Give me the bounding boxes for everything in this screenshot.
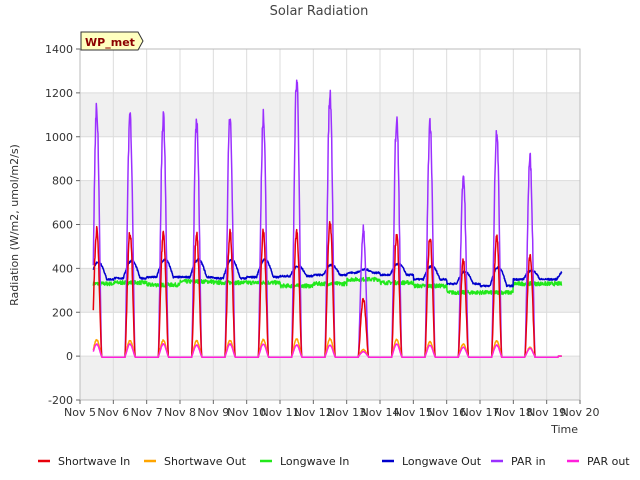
x-tick-label: Nov 18 xyxy=(494,406,533,419)
x-tick-label: Nov 20 xyxy=(561,406,600,419)
legend-label: Shortwave Out xyxy=(164,455,247,468)
legend-label: Longwave In xyxy=(280,455,349,468)
y-tick-label: -200 xyxy=(48,394,73,407)
x-tick-label: Nov 15 xyxy=(394,406,433,419)
legend-label: PAR in xyxy=(511,455,546,468)
y-tick-label: 1400 xyxy=(45,43,73,56)
plot-band xyxy=(80,180,580,225)
y-axis-label: Radiation (W/m2, umol/m2/s) xyxy=(8,144,21,306)
y-tick-label: 0 xyxy=(66,350,73,363)
plot-band xyxy=(80,356,580,400)
legend-item: PAR in xyxy=(491,455,546,468)
x-tick-label: Nov 17 xyxy=(461,406,500,419)
x-tick-label: Nov 6 xyxy=(97,406,129,419)
legend-item: Shortwave In xyxy=(38,455,130,468)
x-tick-label: Nov 9 xyxy=(197,406,229,419)
legend-item: PAR out xyxy=(567,455,630,468)
y-tick-label: 200 xyxy=(52,306,73,319)
x-axis-label: Time xyxy=(550,423,578,436)
x-tick-label: Nov 19 xyxy=(527,406,566,419)
y-tick-label: 800 xyxy=(52,175,73,188)
series-line-par-out xyxy=(92,342,563,358)
annotation-badge: WP_met xyxy=(80,31,144,51)
legend-item: Longwave Out xyxy=(382,455,482,468)
y-tick-label: 600 xyxy=(52,219,73,232)
x-tick-label: Nov 11 xyxy=(261,406,300,419)
chart-title: Solar Radiation xyxy=(270,4,369,19)
x-tick-label: Nov 5 xyxy=(64,406,96,419)
series-lines xyxy=(92,79,563,358)
legend-item: Longwave In xyxy=(260,455,349,468)
annotation-label: WP_met xyxy=(85,36,135,49)
legend-label: PAR out xyxy=(587,455,630,468)
x-tick-label: Nov 13 xyxy=(327,406,366,419)
legend: Shortwave In Shortwave Out Longwave In Long… xyxy=(38,455,630,468)
x-tick-label: Nov 16 xyxy=(427,406,466,419)
x-tick-label: Nov 7 xyxy=(131,406,163,419)
y-tick-label: 1000 xyxy=(45,131,73,144)
legend-item: Shortwave Out xyxy=(144,455,247,468)
x-tick-label: Nov 10 xyxy=(227,406,266,419)
x-tick-label: Nov 8 xyxy=(164,406,196,419)
x-tick-label: Nov 14 xyxy=(361,406,400,419)
legend-label: Longwave Out xyxy=(402,455,482,468)
y-tick-label: 1200 xyxy=(45,87,73,100)
legend-label: Shortwave In xyxy=(58,455,130,468)
plot-band xyxy=(80,268,580,313)
x-tick-label: Nov 12 xyxy=(294,406,333,419)
y-tick-label: 400 xyxy=(52,262,73,275)
y-axis-ticks: -200 0 200 400 600 800 1000 1200 1400 xyxy=(45,43,80,407)
